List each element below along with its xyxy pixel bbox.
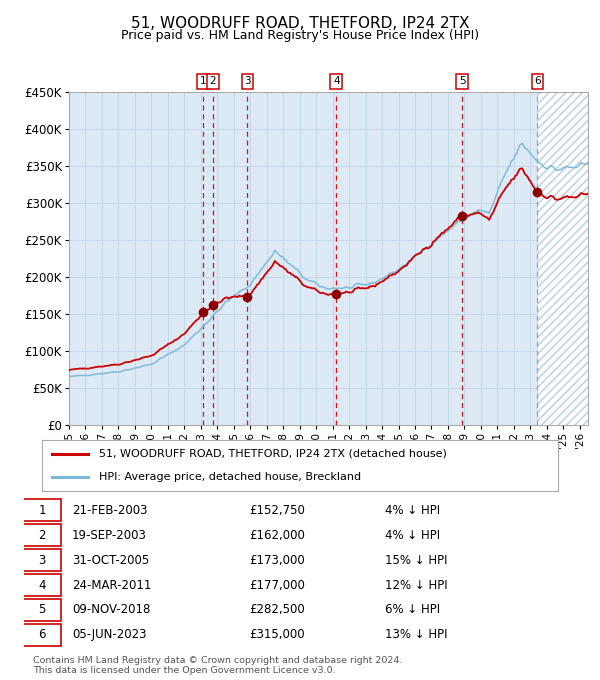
Text: 09-NOV-2018: 09-NOV-2018 (72, 603, 151, 617)
Text: 3: 3 (38, 554, 46, 566)
Text: £173,000: £173,000 (250, 554, 305, 566)
Text: 51, WOODRUFF ROAD, THETFORD, IP24 2TX: 51, WOODRUFF ROAD, THETFORD, IP24 2TX (131, 16, 469, 31)
FancyBboxPatch shape (23, 624, 61, 646)
Text: 3: 3 (244, 76, 251, 86)
Text: HPI: Average price, detached house, Breckland: HPI: Average price, detached house, Brec… (99, 472, 361, 482)
Text: 5: 5 (459, 76, 466, 86)
Text: £282,500: £282,500 (250, 603, 305, 617)
Text: £152,750: £152,750 (250, 504, 305, 517)
Text: 6: 6 (38, 628, 46, 641)
Text: 13% ↓ HPI: 13% ↓ HPI (385, 628, 448, 641)
Text: 24-MAR-2011: 24-MAR-2011 (72, 579, 151, 592)
Text: 21-FEB-2003: 21-FEB-2003 (72, 504, 148, 517)
FancyBboxPatch shape (23, 599, 61, 622)
Text: 12% ↓ HPI: 12% ↓ HPI (385, 579, 448, 592)
Text: 4% ↓ HPI: 4% ↓ HPI (385, 504, 440, 517)
Text: 31-OCT-2005: 31-OCT-2005 (72, 554, 149, 566)
Text: This data is licensed under the Open Government Licence v3.0.: This data is licensed under the Open Gov… (33, 666, 335, 675)
Text: 2: 2 (209, 76, 216, 86)
Text: 15% ↓ HPI: 15% ↓ HPI (385, 554, 448, 566)
Text: Contains HM Land Registry data © Crown copyright and database right 2024.: Contains HM Land Registry data © Crown c… (33, 656, 403, 664)
Text: £162,000: £162,000 (250, 528, 305, 542)
Text: £177,000: £177,000 (250, 579, 305, 592)
Text: 1: 1 (200, 76, 206, 86)
Text: Price paid vs. HM Land Registry's House Price Index (HPI): Price paid vs. HM Land Registry's House … (121, 29, 479, 42)
FancyBboxPatch shape (23, 549, 61, 571)
Text: 4: 4 (333, 76, 340, 86)
Text: £315,000: £315,000 (250, 628, 305, 641)
FancyBboxPatch shape (23, 524, 61, 547)
Text: 4: 4 (38, 579, 46, 592)
FancyBboxPatch shape (23, 499, 61, 522)
Bar (69, 92, 538, 425)
Text: 5: 5 (38, 603, 46, 617)
Text: 4% ↓ HPI: 4% ↓ HPI (385, 528, 440, 542)
Text: 6% ↓ HPI: 6% ↓ HPI (385, 603, 440, 617)
Text: 51, WOODRUFF ROAD, THETFORD, IP24 2TX (detached house): 51, WOODRUFF ROAD, THETFORD, IP24 2TX (d… (99, 449, 446, 459)
Text: 19-SEP-2003: 19-SEP-2003 (72, 528, 147, 542)
FancyBboxPatch shape (23, 574, 61, 596)
Text: 6: 6 (534, 76, 541, 86)
Text: 2: 2 (38, 528, 46, 542)
Bar (538, 92, 588, 425)
Text: 05-JUN-2023: 05-JUN-2023 (72, 628, 146, 641)
Text: 1: 1 (38, 504, 46, 517)
